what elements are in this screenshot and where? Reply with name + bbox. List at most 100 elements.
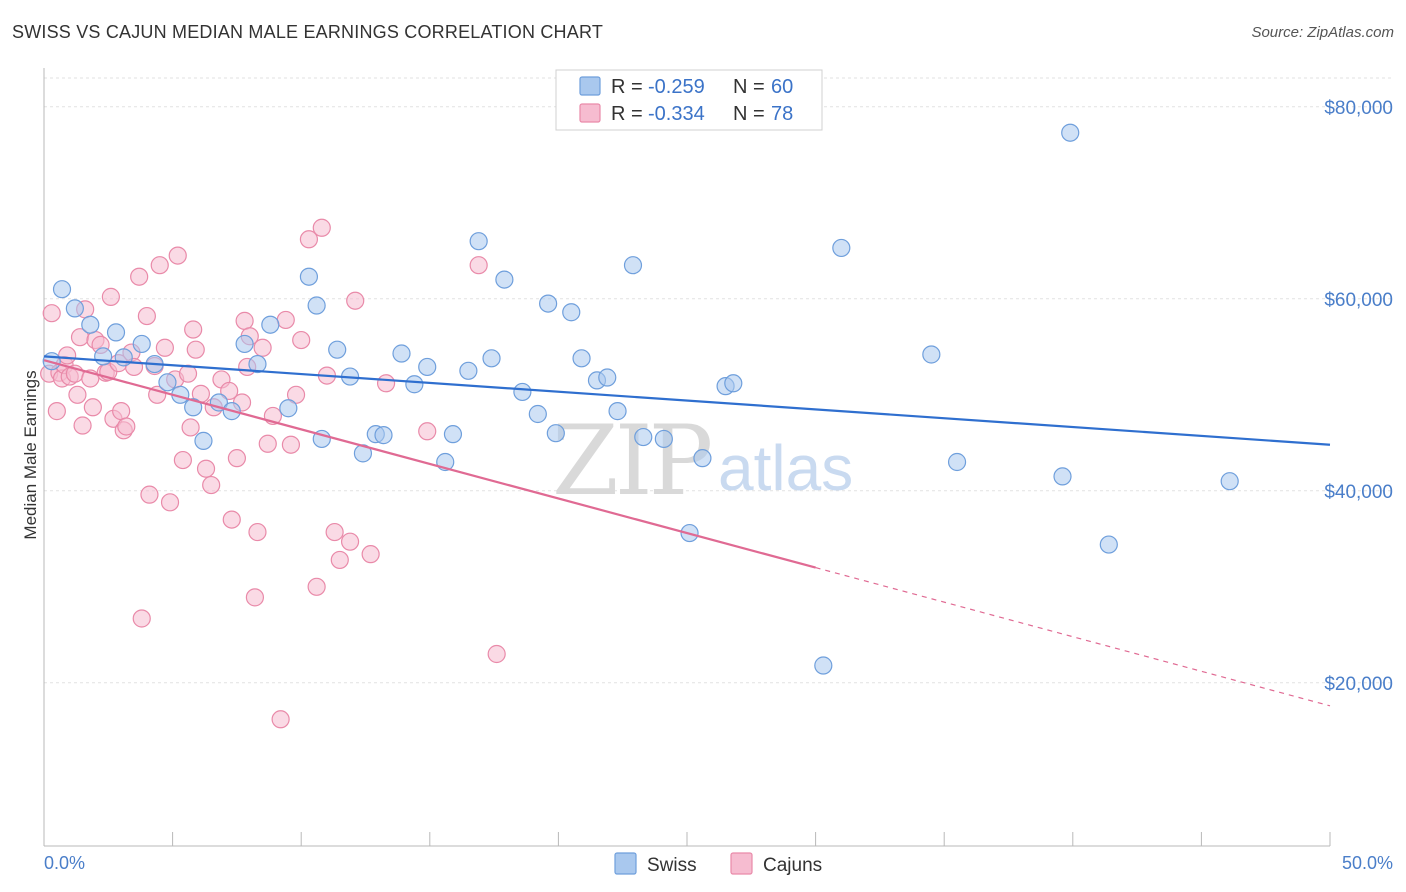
cajun-points [40,218,506,729]
cajun-point-70 [330,550,349,570]
cajun-point-40 [181,418,200,437]
bottom-legend: Swiss Cajuns [614,852,822,876]
cajun-point-65 [299,230,319,249]
swiss-point-17 [279,399,298,418]
swiss-point-19 [307,296,326,315]
bottom-legend-swiss-swatch [614,852,637,875]
x-tick-labels: 0.0% 50.0% [44,853,1393,873]
swiss-point-21 [328,340,347,359]
swiss-point-16 [261,315,280,334]
swiss-point-8 [158,373,177,392]
swiss-point-18 [299,267,319,286]
cajun-point-61 [276,310,295,330]
cajun-point-50 [227,449,246,468]
cajun-point-62 [281,435,301,454]
cajun-point-73 [361,545,380,564]
bottom-legend-swiss-label: Swiss [647,855,697,876]
swiss-point-32 [469,232,488,251]
swiss-point-33 [482,349,501,368]
legend-swiss-n-label: N = [733,76,765,98]
cajun-point-67 [312,218,331,237]
swiss-point-50 [724,374,743,393]
cajun-point-1 [42,304,61,323]
cajun-point-35 [160,493,180,512]
swiss-point-44 [623,256,643,275]
cajun-point-29 [137,306,156,326]
swiss-point-40 [572,349,591,368]
cajun-point-49 [222,510,241,529]
swiss-point-48 [693,449,712,468]
swiss-point-54 [947,452,967,472]
trend-lines [43,355,1331,707]
swiss-point-58 [1220,472,1239,491]
chart-source: Source: ZipAtlas.com [1251,24,1394,41]
swiss-point-26 [392,344,411,363]
cajun-point-42 [186,340,205,359]
x-tick-label-1: 50.0% [1342,853,1393,873]
y-tick-label-2: $60,000 [1324,290,1393,311]
swiss-point-35 [513,382,532,402]
legend-cajun-r-label: R = [611,103,643,125]
cajun-point-72 [346,291,365,310]
cajun-point-71 [340,532,360,551]
legend-cajun-swatch [579,103,601,123]
cajun-point-48 [220,381,239,401]
y-tick-label-1: $40,000 [1324,482,1393,503]
swiss-point-31 [459,361,478,380]
bottom-legend-cajun-swatch [730,852,753,875]
gridlines [44,77,1393,684]
y-tick-label-0: $20,000 [1324,674,1393,695]
legend-swiss-swatch [579,76,601,96]
cajun-point-52 [235,311,254,330]
cajun-point-64 [292,330,311,350]
cajun-point-45 [202,475,221,495]
swiss-point-51 [814,656,833,675]
cajun-trend-line [43,359,816,569]
swiss-point-37 [539,294,558,313]
watermark-zip: ZIP [552,405,711,517]
cajun-point-69 [325,522,344,542]
bottom-legend-cajun-label: Cajuns [763,855,822,876]
watermark-atlas: atlas [718,432,853,504]
cajun-point-56 [248,522,267,542]
swiss-point-56 [1061,123,1080,142]
legend-cajun-n-value: 78 [771,103,793,125]
swiss-point-30 [443,425,463,444]
cajun-point-41 [184,320,203,339]
chart-title: SWISS VS CAJUN MEDIAN MALE EARNINGS CORR… [12,22,604,42]
cajun-point-11 [73,416,92,435]
y-tick-labels: $20,000 $40,000 $60,000 $80,000 [1324,98,1393,695]
legend-swiss-r-value: -0.259 [648,76,705,98]
swiss-point-43 [608,402,627,421]
x-tick-label-0: 0.0% [44,853,85,873]
swiss-point-6 [132,334,151,354]
cajun-point-19 [101,287,120,306]
y-axis-label: Median Male Earnings [21,370,40,539]
cajun-point-30 [140,485,159,504]
cajun-point-74 [376,374,396,393]
cajun-point-58 [258,434,277,453]
cajun-point-27 [130,267,149,286]
cajun-point-9 [68,385,87,404]
axes [43,68,1331,847]
swiss-point-3 [81,315,100,334]
legend-cajun-r-value: -0.334 [648,103,705,125]
legend-swiss-n-value: 60 [771,76,793,98]
cajun-point-44 [196,459,216,478]
watermark: ZIP atlas [552,405,853,517]
swiss-point-11 [194,431,213,450]
cajun-point-76 [469,256,488,275]
swiss-point-45 [634,427,653,447]
swiss-point-55 [1053,467,1072,486]
swiss-point-25 [374,426,393,445]
cajun-trend-extension [815,567,1331,707]
swiss-point-38 [546,424,565,443]
swiss-point-27 [405,375,424,394]
cajun-point-77 [487,644,506,664]
swiss-point-53 [922,345,941,364]
top-legend: R = -0.259 N = 60 R = -0.334 N = 78 [555,69,823,131]
swiss-point-46 [654,429,673,449]
cajun-point-24 [117,417,136,436]
swiss-point-52 [832,238,851,258]
